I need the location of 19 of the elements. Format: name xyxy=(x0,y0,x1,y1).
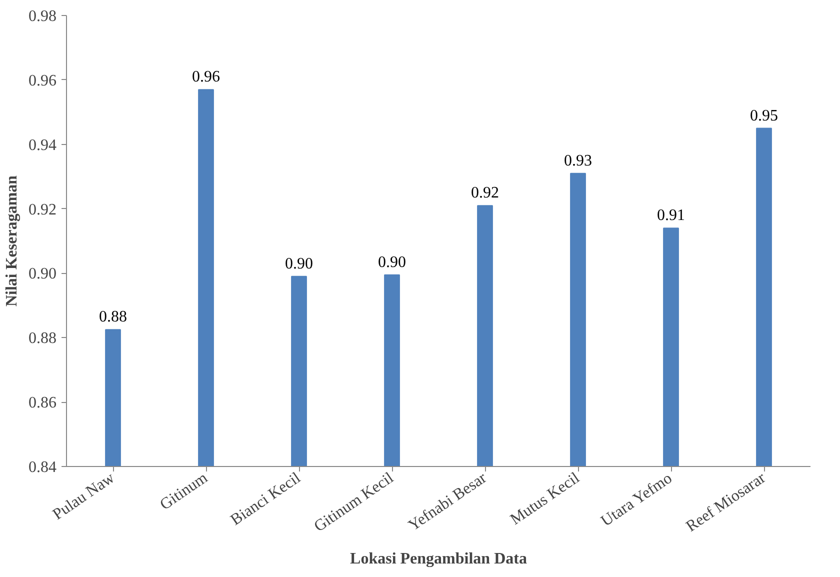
y-tick-label: 0.90 xyxy=(28,266,56,283)
data-label: 0.95 xyxy=(750,107,778,124)
y-tick-label: 0.98 xyxy=(28,8,56,25)
y-tick-label: 0.84 xyxy=(28,459,56,476)
data-label: 0.90 xyxy=(285,255,313,272)
y-tick-label: 0.96 xyxy=(28,72,56,90)
data-label: 0.91 xyxy=(657,207,685,224)
y-tick-label: 0.88 xyxy=(28,330,56,348)
data-label: 0.96 xyxy=(192,68,220,86)
y-tick-label: 0.86 xyxy=(28,394,56,412)
y-tick-label: 0.92 xyxy=(28,201,56,218)
x-tick-label: Utara Yefmo xyxy=(598,470,676,530)
y-axis-title: Nilai Keseragaman xyxy=(4,175,20,307)
x-axis-title: Lokasi Pengambilan Data xyxy=(350,550,527,568)
data-label: 0.92 xyxy=(471,184,499,202)
data-label: 0.90 xyxy=(378,254,406,271)
data-label: 0.93 xyxy=(564,152,592,170)
data-label: 0.88 xyxy=(99,308,127,326)
y-tick-label: 0.94 xyxy=(28,136,56,154)
